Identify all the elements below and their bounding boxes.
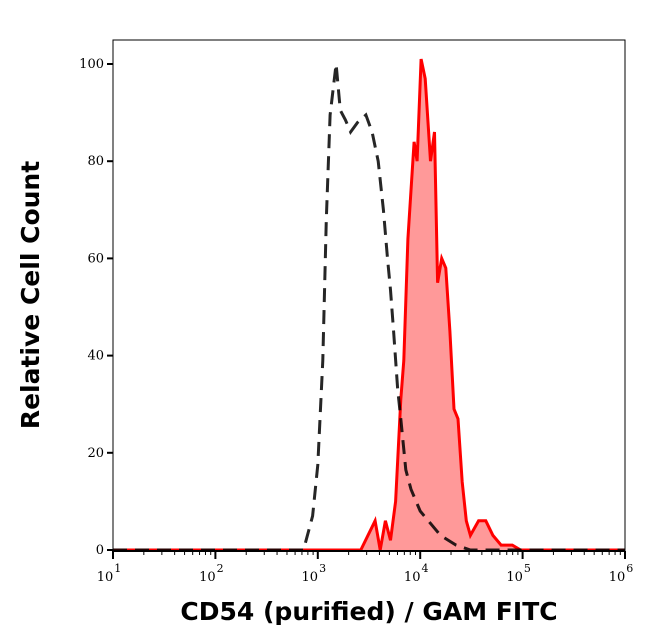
x-tick-label: 105 xyxy=(506,562,531,585)
y-tick-label: 20 xyxy=(87,446,104,461)
x-axis-title: CD54 (purified) / GAM FITC xyxy=(180,597,557,626)
series-line-stained xyxy=(113,58,625,552)
x-tick-exponent: 5 xyxy=(524,562,531,575)
y-tick-label: 100 xyxy=(79,57,104,72)
series-line-control xyxy=(113,63,625,552)
x-tick-exponent: 3 xyxy=(319,562,326,575)
x-tick-exponent: 1 xyxy=(114,562,121,575)
x-tick-label: 102 xyxy=(199,562,224,585)
series-area-fill xyxy=(113,59,625,550)
y-axis: 0 20 40 60 80 100 xyxy=(79,40,114,558)
x-tick-label: 106 xyxy=(609,562,634,585)
x-tick-label: 103 xyxy=(302,562,327,585)
x-axis: 101 102 103 104 105 106 xyxy=(97,550,634,585)
x-tick-exponent: 6 xyxy=(626,562,633,575)
plot-frame xyxy=(112,39,626,552)
x-tick-exponent: 2 xyxy=(217,562,224,575)
y-tick-label: 0 xyxy=(96,543,104,558)
x-tick-label: 104 xyxy=(404,562,429,585)
series-layer xyxy=(113,58,625,552)
y-tick-label: 60 xyxy=(87,251,104,266)
x-tick-exponent: 4 xyxy=(421,562,428,575)
y-tick-label: 40 xyxy=(87,349,104,364)
x-tick-label: 101 xyxy=(97,562,122,585)
y-axis-title: Relative Cell Count xyxy=(16,161,45,429)
y-tick-label: 80 xyxy=(87,154,104,169)
